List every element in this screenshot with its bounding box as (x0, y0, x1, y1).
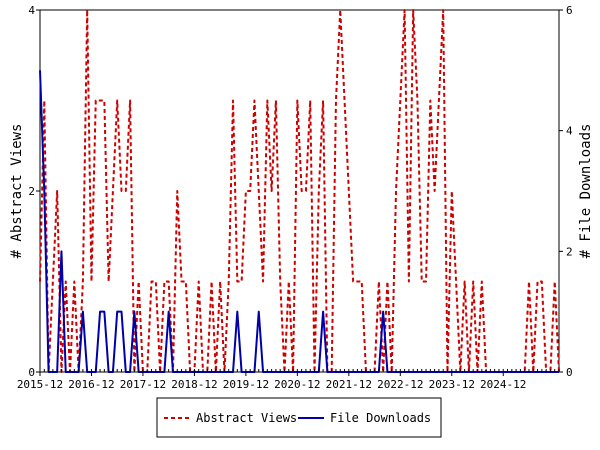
y-tick-label-right: 2 (566, 245, 573, 258)
x-tick-label: 2021-12 (326, 378, 372, 391)
legend-label-file-downloads: File Downloads (330, 411, 431, 425)
y-axis-title-right: # File Downloads (578, 124, 594, 259)
x-tick-label: 2019-12 (223, 378, 269, 391)
x-tick-label: 2015-12 (17, 378, 63, 391)
y-tick-label-right: 4 (566, 125, 573, 138)
y-tick-label-left: 0 (28, 366, 35, 379)
x-tick-label: 2020-12 (274, 378, 320, 391)
y-axis-title-left: # Abstract Views (9, 124, 25, 259)
x-tick-label: 2016-12 (68, 378, 114, 391)
x-tick-label: 2023-12 (429, 378, 475, 391)
x-tick-label: 2017-12 (120, 378, 166, 391)
x-tick-label: 2022-12 (377, 378, 423, 391)
y-tick-label-right: 6 (566, 4, 573, 17)
y-tick-label-left: 4 (28, 4, 35, 17)
legend-label-abstract-views: Abstract Views (196, 411, 297, 425)
x-tick-label: 2024-12 (480, 378, 526, 391)
legend: Abstract Views File Downloads (156, 397, 442, 438)
x-tick-label: 2018-12 (171, 378, 217, 391)
plot-area: 2015-12 2016-12 2017-12 2018-12 2019-12 2020-… (17, 4, 573, 391)
y-tick-label-right: 0 (566, 366, 573, 379)
series-line-abstract-views (39, 9, 560, 373)
y-tick-label-left: 2 (28, 185, 35, 198)
series-line-file-downloads (39, 70, 559, 373)
plot-frame (39, 9, 560, 373)
